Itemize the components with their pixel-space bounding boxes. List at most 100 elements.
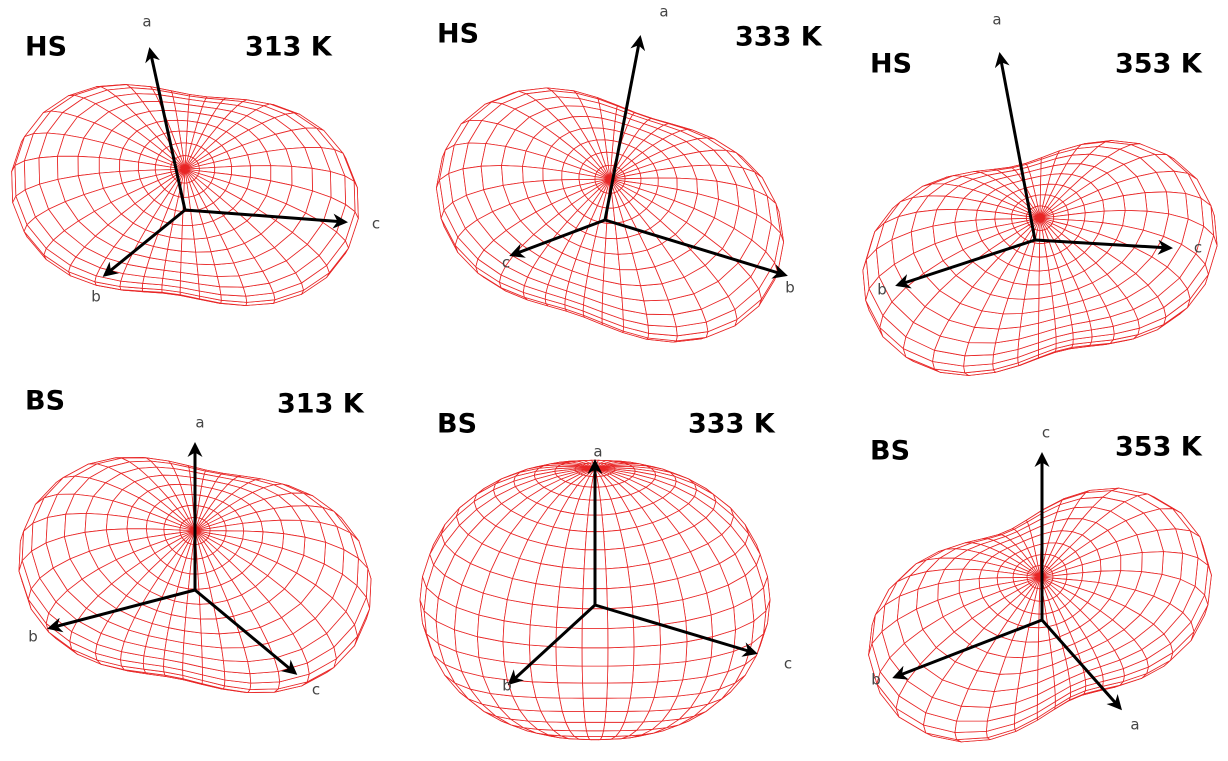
mesh-face: [170, 600, 188, 618]
mesh-face: [77, 155, 100, 177]
mesh-face: [1038, 282, 1053, 299]
mesh-face: [659, 641, 688, 665]
axis-label: a: [992, 11, 1001, 29]
mesh-face: [556, 606, 583, 629]
mesh-face: [632, 663, 661, 684]
mesh-face: [98, 157, 121, 174]
mesh-face: [532, 583, 560, 608]
mesh-face: [583, 711, 607, 723]
mesh-face: [555, 646, 583, 667]
mesh-face: [633, 624, 661, 648]
wireframe-surface: [435, 87, 784, 343]
mesh-face: [105, 514, 129, 531]
mesh-face: [582, 682, 608, 699]
mesh-face: [581, 665, 609, 684]
mesh-face: [607, 627, 635, 649]
axis-label: c: [1194, 239, 1202, 257]
mesh-face: [529, 663, 558, 684]
mesh-face: [165, 248, 182, 263]
mesh-face: [184, 617, 202, 634]
mesh-face: [535, 563, 563, 588]
mesh-face: [196, 263, 218, 277]
mesh-face: [561, 710, 586, 723]
mesh-face: [607, 646, 635, 667]
mesh-face: [582, 697, 608, 712]
mesh-face: [606, 682, 633, 699]
mesh-face: [975, 209, 996, 221]
mesh-face: [1038, 256, 1050, 272]
mesh-face: [653, 578, 684, 605]
axis-label: a: [195, 414, 204, 432]
panel-mode: HS: [25, 32, 67, 63]
mesh-face: [587, 736, 603, 740]
axis-label: b: [785, 279, 795, 297]
axis-label: a: [593, 443, 602, 461]
mesh-face: [584, 721, 606, 732]
mesh-face: [978, 569, 999, 579]
axis-label: b: [877, 281, 887, 299]
mesh-face: [603, 252, 621, 271]
mesh-face: [180, 250, 198, 265]
mesh-face: [964, 342, 996, 357]
mesh-face: [627, 563, 655, 588]
axis-label: b: [871, 671, 881, 689]
mesh-face: [119, 159, 139, 172]
mesh-face: [200, 618, 220, 635]
axis-label: c: [502, 254, 510, 272]
mesh-face: [604, 237, 619, 255]
mesh-face: [557, 586, 584, 610]
mesh-face: [180, 238, 197, 253]
panel-mode: BS: [437, 409, 477, 440]
mesh-face: [581, 628, 609, 649]
mesh-face: [559, 697, 585, 712]
mesh-face: [1120, 552, 1143, 572]
wireframe-surface: [862, 140, 1218, 376]
mesh-face: [646, 313, 677, 328]
mesh-face: [565, 721, 587, 732]
axis-label: a: [1130, 716, 1139, 734]
axis-arrow: [509, 218, 606, 258]
mesh-face: [581, 647, 609, 667]
axis-label: c: [1042, 424, 1050, 442]
panel: a c b HS 313 K: [11, 13, 380, 306]
mesh-face: [604, 710, 629, 723]
panel-mode: HS: [870, 49, 912, 80]
mesh-face: [221, 647, 249, 662]
mesh-face: [1122, 192, 1148, 212]
axis-arrow: [603, 35, 646, 221]
panel-temperature: 313 K: [277, 389, 365, 420]
panel-temperature: 313 K: [245, 32, 333, 63]
mesh-face: [956, 705, 991, 722]
panel-temperature: 353 K: [1115, 432, 1203, 463]
panel-mode: HS: [437, 19, 479, 50]
axis-arrow: [145, 47, 187, 211]
mesh-face: [586, 730, 604, 737]
mesh-face: [506, 578, 537, 605]
axis-label: a: [142, 13, 151, 31]
mesh-face: [556, 665, 583, 684]
mesh-face: [219, 286, 247, 297]
mesh-face: [963, 354, 994, 367]
axis-label: b: [91, 288, 101, 306]
panel-mode: BS: [870, 436, 910, 467]
mesh-face: [1141, 551, 1164, 575]
axis-arrow: [604, 218, 788, 279]
mesh-face: [557, 682, 584, 699]
mesh-face: [502, 641, 531, 665]
mesh-face: [535, 697, 563, 712]
axis-arrow: [184, 208, 348, 229]
mesh-face: [1038, 269, 1051, 286]
mesh-face: [630, 681, 658, 699]
mesh-face: [559, 566, 585, 590]
axis-label: c: [372, 215, 380, 233]
mesh-face: [542, 167, 563, 182]
mesh-face: [954, 720, 988, 733]
mesh-face: [603, 721, 625, 732]
mesh-face: [1021, 297, 1040, 314]
panel-temperature: 333 K: [688, 409, 776, 440]
axis-label: c: [312, 681, 320, 699]
mesh-face: [522, 165, 544, 183]
mesh-face: [657, 661, 687, 683]
